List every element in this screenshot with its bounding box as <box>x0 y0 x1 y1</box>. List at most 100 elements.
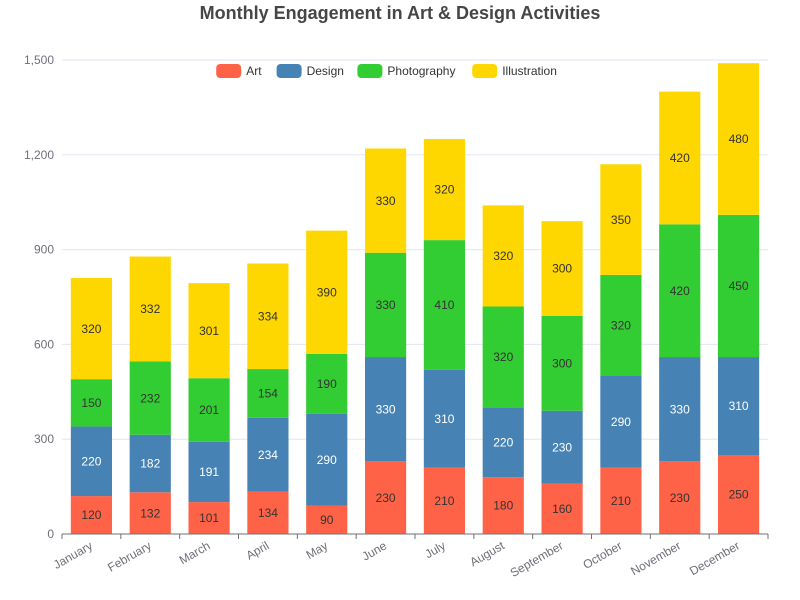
data-label: 154 <box>258 387 278 401</box>
bar-segment-illustration <box>70 278 113 380</box>
data-label: 132 <box>140 506 160 520</box>
bar-segment-illustration <box>306 230 348 354</box>
legend-item-photography[interactable]: Photography <box>357 64 455 78</box>
data-label: 101 <box>199 511 219 525</box>
bar-segment-illustration <box>717 63 760 215</box>
data-label: 332 <box>140 302 160 316</box>
data-label: 210 <box>611 494 631 508</box>
y-tick-label: 1,200 <box>24 148 54 162</box>
x-tick-label: December <box>687 538 742 578</box>
data-label: 350 <box>611 213 631 227</box>
legend-label: Illustration <box>502 64 557 78</box>
bar-segment-design <box>541 410 583 484</box>
bars: 120 220 150 320 132 182 232 332 101 191 201 301 134 2… <box>70 63 760 534</box>
bar-segment-illustration <box>541 221 583 316</box>
bar-segment-illustration <box>482 205 524 307</box>
bar-segment-design <box>188 441 230 503</box>
legend-item-art[interactable]: Art <box>216 64 262 78</box>
legend-item-design[interactable]: Design <box>276 64 344 78</box>
data-label: 330 <box>376 298 396 312</box>
bar-segment-art <box>600 467 642 534</box>
legend-label: Photography <box>387 64 455 78</box>
bar-segment-illustration <box>423 139 466 241</box>
bar-segment-photography <box>364 252 407 358</box>
bar-segment-illustration <box>129 256 171 362</box>
x-tick-label: October <box>580 538 624 571</box>
legend-swatch <box>276 64 302 78</box>
x-tick-label: January <box>51 538 95 571</box>
bar-segment-art <box>541 483 583 534</box>
y-tick-label: 600 <box>34 337 54 351</box>
data-label: 310 <box>729 399 749 413</box>
bar-segment-illustration <box>364 148 407 253</box>
bar-segment-art <box>717 455 760 534</box>
bar-segment-art <box>306 505 348 534</box>
bar-segment-design <box>659 357 701 462</box>
data-label: 190 <box>317 377 337 391</box>
bar-segment-photography <box>717 214 760 358</box>
bar-segment-art <box>659 461 701 534</box>
data-label: 220 <box>493 436 513 450</box>
data-label: 334 <box>258 309 278 323</box>
data-label: 230 <box>670 491 690 505</box>
y-tick-label: 300 <box>34 432 54 446</box>
bar-segment-design <box>717 357 760 455</box>
data-label: 90 <box>320 513 334 527</box>
bar-segment-design <box>423 369 466 468</box>
grid-lines <box>62 59 768 440</box>
data-label: 230 <box>552 440 572 454</box>
x-tick-label: March <box>177 538 213 567</box>
data-label: 330 <box>376 402 396 416</box>
bar-segment-photography <box>188 378 230 442</box>
x-tick-label: July <box>422 538 447 561</box>
data-label: 410 <box>434 298 454 312</box>
bar-segment-art <box>188 502 230 534</box>
data-label: 160 <box>552 502 572 516</box>
data-label: 290 <box>317 453 337 467</box>
bar-segment-art <box>364 461 407 534</box>
data-label: 480 <box>729 132 749 146</box>
bar-segment-design <box>600 376 642 468</box>
data-label: 191 <box>199 465 219 479</box>
legend-swatch <box>357 64 383 78</box>
data-label: 330 <box>670 402 690 416</box>
legend-item-illustration[interactable]: Illustration <box>472 64 557 78</box>
data-label: 320 <box>493 249 513 263</box>
data-label: 320 <box>493 350 513 364</box>
x-tick-label: November <box>628 538 683 578</box>
data-label: 450 <box>729 279 749 293</box>
bar-segment-photography <box>306 353 348 414</box>
data-label: 134 <box>258 506 278 520</box>
bar-segment-design <box>129 434 171 493</box>
bar-segment-photography <box>247 369 289 418</box>
bar-segment-photography <box>600 274 642 376</box>
bar-segment-illustration <box>247 263 289 370</box>
legend: Art Design Photography Illustration <box>216 64 557 78</box>
data-label: 320 <box>434 183 454 197</box>
y-tick-label: 900 <box>34 243 54 257</box>
data-label: 310 <box>434 412 454 426</box>
data-label: 232 <box>140 391 160 405</box>
data-label: 330 <box>376 194 396 208</box>
data-label: 420 <box>670 151 690 165</box>
data-label: 250 <box>729 488 749 502</box>
x-tick-label: September <box>508 538 566 579</box>
legend-swatch <box>216 64 242 78</box>
x-tick-label: May <box>304 538 331 561</box>
bar-segment-photography <box>129 361 171 435</box>
data-label: 230 <box>376 491 396 505</box>
data-label: 300 <box>552 357 572 371</box>
data-label: 220 <box>81 454 101 468</box>
bar-segment-photography <box>541 315 583 411</box>
data-label: 234 <box>258 448 278 462</box>
data-label: 301 <box>199 324 219 338</box>
data-label: 120 <box>81 508 101 522</box>
bar-segment-art <box>247 491 289 534</box>
data-label: 320 <box>81 322 101 336</box>
data-label: 182 <box>140 457 160 471</box>
bar-segment-design <box>364 357 407 462</box>
data-label: 300 <box>552 262 572 276</box>
x-tick-label: April <box>244 538 272 562</box>
data-label: 201 <box>199 403 219 417</box>
